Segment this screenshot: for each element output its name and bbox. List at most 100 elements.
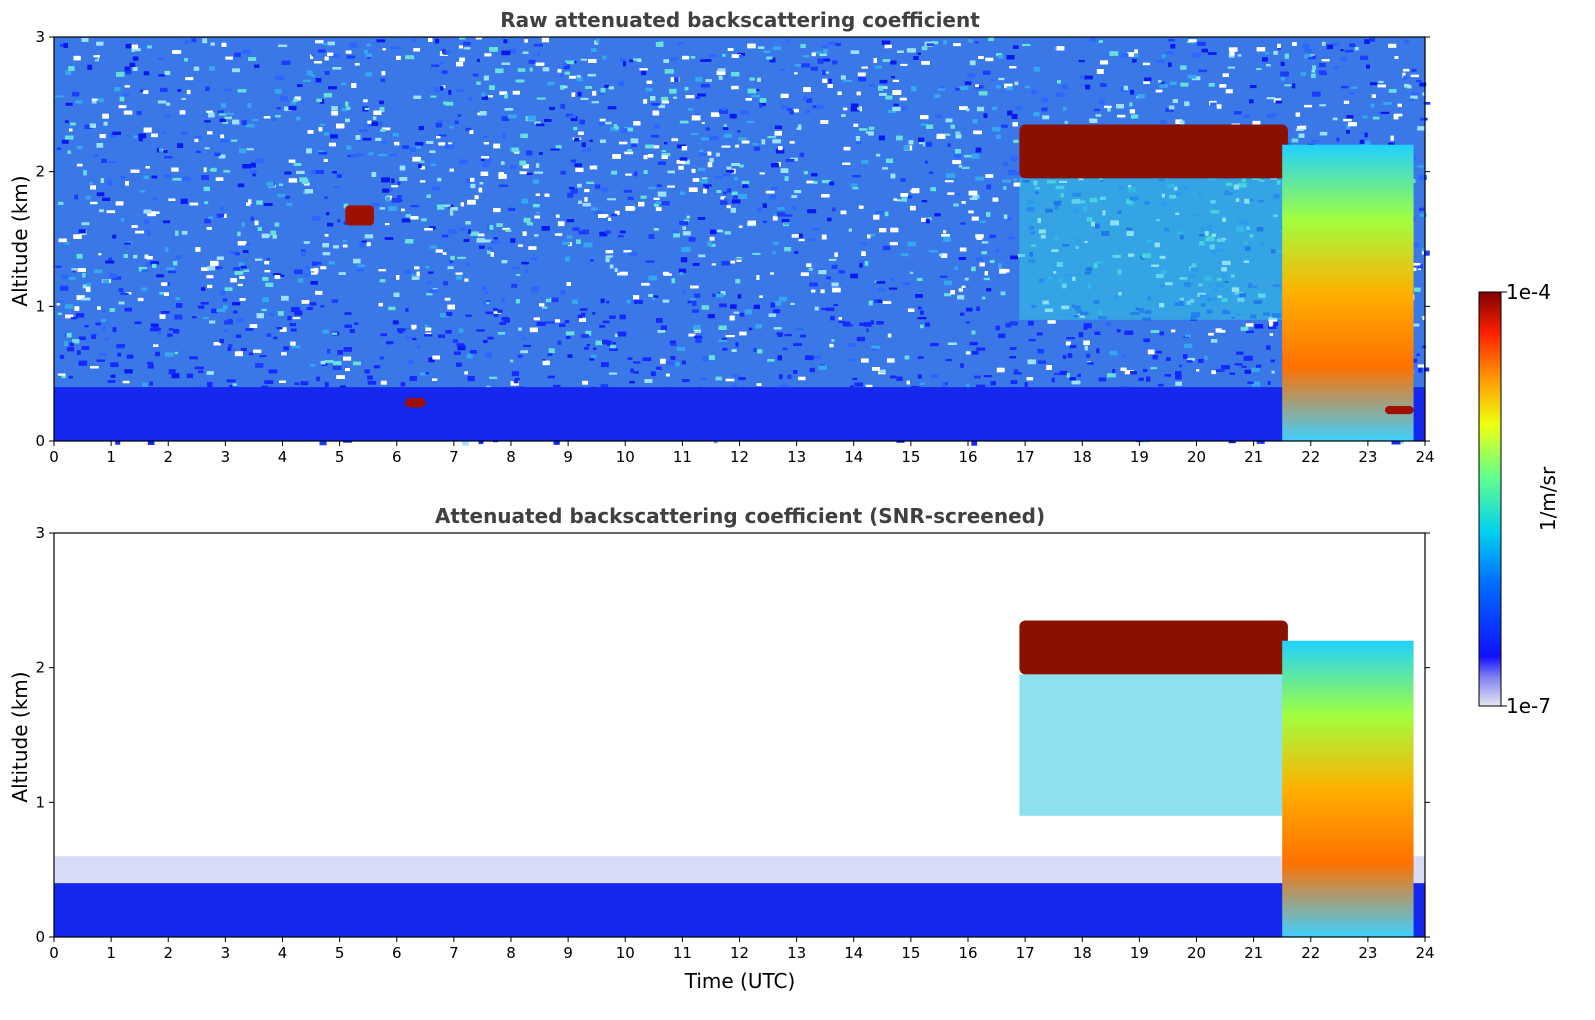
noise-speckle [272,118,277,121]
noise-speckle [1255,364,1262,368]
noise-speckle [310,54,314,59]
noise-speckle [747,220,756,226]
noise-speckle [294,96,301,101]
noise-speckle [399,165,406,171]
noise-speckle [542,67,550,72]
noise-speckle [978,91,988,96]
noise-speckle [1109,350,1118,356]
noise-speckle [76,253,83,259]
noise-speckle [1071,380,1081,385]
noise-speckle [57,312,62,315]
noise-speckle [1331,42,1340,47]
noise-speckle [609,348,618,351]
noise-speckle [926,43,934,46]
noise-speckle [1251,367,1260,372]
noise-speckle [1171,329,1176,333]
noise-speckle [893,198,898,201]
noise-speckle [953,43,961,47]
noise-speckle [1012,122,1018,127]
noise-speckle [855,141,862,144]
noise-speckle [1184,334,1191,338]
noise-speckle [820,120,829,124]
noise-speckle [146,361,154,365]
noise-speckle [607,198,616,201]
noise-speckle [1107,373,1116,378]
noise-speckle [695,338,702,343]
noise-speckle [626,299,631,304]
noise-speckle [794,64,802,67]
noise-speckle [716,70,726,75]
noise-speckle [150,261,159,265]
noise-speckle [459,37,466,40]
noise-speckle [336,123,345,129]
noise-speckle [138,133,147,139]
noise-speckle [660,325,667,330]
noise-speckle [975,147,982,153]
noise-speckle [1256,440,1265,444]
noise-speckle [495,68,504,74]
noise-speckle [1187,74,1197,79]
noise-speckle [838,317,842,320]
noise-speckle [321,363,328,366]
noise-speckle [811,173,818,177]
noise-speckle [732,374,739,377]
noise-speckle [330,134,338,139]
noise-speckle [781,219,790,223]
noise-speckle [653,295,659,298]
noise-speckle [90,366,99,369]
noise-speckle [413,145,422,149]
noise-speckle [625,173,632,176]
noise-speckle [709,243,716,247]
noise-speckle [1234,363,1243,366]
noise-speckle [555,214,560,218]
noise-speckle [707,314,715,319]
noise-speckle [578,131,584,135]
noise-speckle [975,84,979,88]
noise-speckle [819,53,827,56]
noise-speckle [432,186,441,191]
noise-speckle [242,164,251,169]
noise-speckle [463,41,471,46]
noise-speckle [1284,53,1289,59]
noise-speckle [248,57,257,61]
noise-speckle [605,255,613,258]
noise-speckle [779,384,789,387]
noise-speckle [163,149,168,153]
noise-speckle [281,295,289,301]
noise-speckle [269,313,274,316]
noise-speckle [463,239,470,242]
noise-speckle [466,353,473,359]
noise-speckle [989,234,996,238]
noise-speckle [457,345,466,351]
noise-speckle [924,160,928,164]
noise-speckle [333,361,342,366]
noise-speckle [1155,350,1162,354]
noise-speckle [223,170,231,173]
noise-speckle [995,248,1000,253]
noise-speckle [1390,135,1394,141]
noise-speckle [152,263,157,268]
noise-speckle [85,195,91,200]
noise-speckle [857,72,866,77]
noise-speckle [1321,59,1330,62]
noise-speckle [164,292,169,296]
noise-speckle [1138,377,1144,381]
noise-speckle [1121,53,1129,58]
noise-speckle [945,359,952,362]
noise-speckle [657,191,667,197]
noise-speckle [1028,339,1036,342]
noise-speckle [236,318,244,323]
noise-speckle [563,62,567,66]
noise-speckle [484,291,488,295]
noise-speckle [679,221,688,225]
noise-speckle [753,304,760,309]
noise-speckle [68,276,76,280]
noise-speckle [219,338,224,344]
noise-speckle [528,246,537,250]
noise-speckle [1061,84,1069,89]
noise-speckle [319,99,325,104]
noise-speckle [1008,217,1012,221]
noise-speckle [1262,57,1268,62]
noise-speckle [878,135,885,141]
noise-speckle [200,302,209,305]
